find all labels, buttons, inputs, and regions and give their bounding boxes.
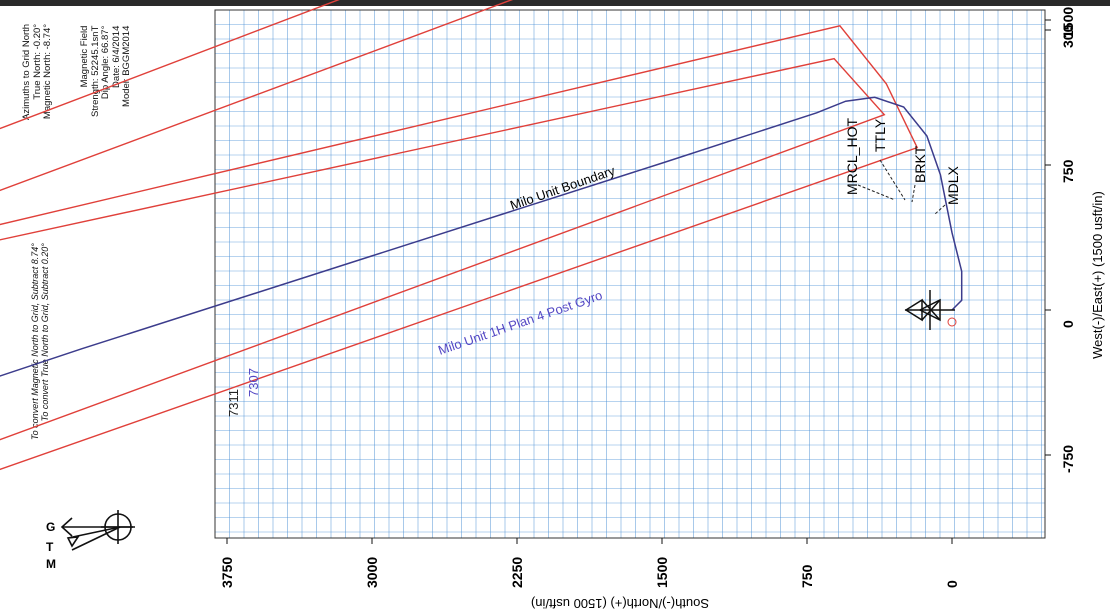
north-label-m: M <box>46 557 56 571</box>
formation-brkt-label: BRKT <box>912 145 928 183</box>
rig-symbol <box>905 290 955 330</box>
unit-boundary-polyline <box>0 0 707 374</box>
north-label-t: T <box>46 540 54 554</box>
well-path <box>0 97 962 542</box>
end-mark-7307: 7307 <box>246 368 261 397</box>
true-north-line <box>68 527 120 538</box>
x-axis-title: South(-)/North(+) (1500 usft/in) <box>531 596 709 611</box>
unit-boundary-polyline <box>0 26 917 600</box>
well-path-line <box>0 97 962 542</box>
y-tick-label: 750 <box>1060 159 1076 183</box>
formation-ttly-label: TTLY <box>872 118 888 152</box>
x-tick-label: 1500 <box>654 557 670 588</box>
end-mark-7311: 7311 <box>226 389 241 417</box>
north-arrow <box>62 510 135 550</box>
unit-boundary-label: Milo Unit Boundary <box>508 163 617 213</box>
y-axis-title: West(-)/East(+) (1500 usft/in) <box>1090 191 1105 359</box>
x-tick-label: 0 <box>944 580 960 588</box>
y-tick-label: 0 <box>1060 320 1076 328</box>
x-tick-label: 3750 <box>219 557 235 588</box>
north-label-g: G <box>46 520 55 534</box>
magnetic-north-arrowhead <box>68 537 78 546</box>
y-tick-label: 1500 <box>1060 7 1076 38</box>
x-tick-label: 750 <box>799 564 815 588</box>
x-tick-label: 3000 <box>364 557 380 588</box>
formation-mdlx-label: MDLX <box>945 165 961 205</box>
formation-leaders <box>858 160 945 214</box>
plot-frame <box>215 10 1045 538</box>
leader-ttly <box>880 160 905 200</box>
leader-mrcl-hot <box>858 185 895 200</box>
formation-mrcl-hot-label: MRCL_HOT <box>844 118 860 195</box>
grid <box>215 10 1045 538</box>
leader-brkt <box>912 185 915 202</box>
y-tick-label: -750 <box>1060 445 1076 473</box>
x-tick-label: 2250 <box>509 557 525 588</box>
